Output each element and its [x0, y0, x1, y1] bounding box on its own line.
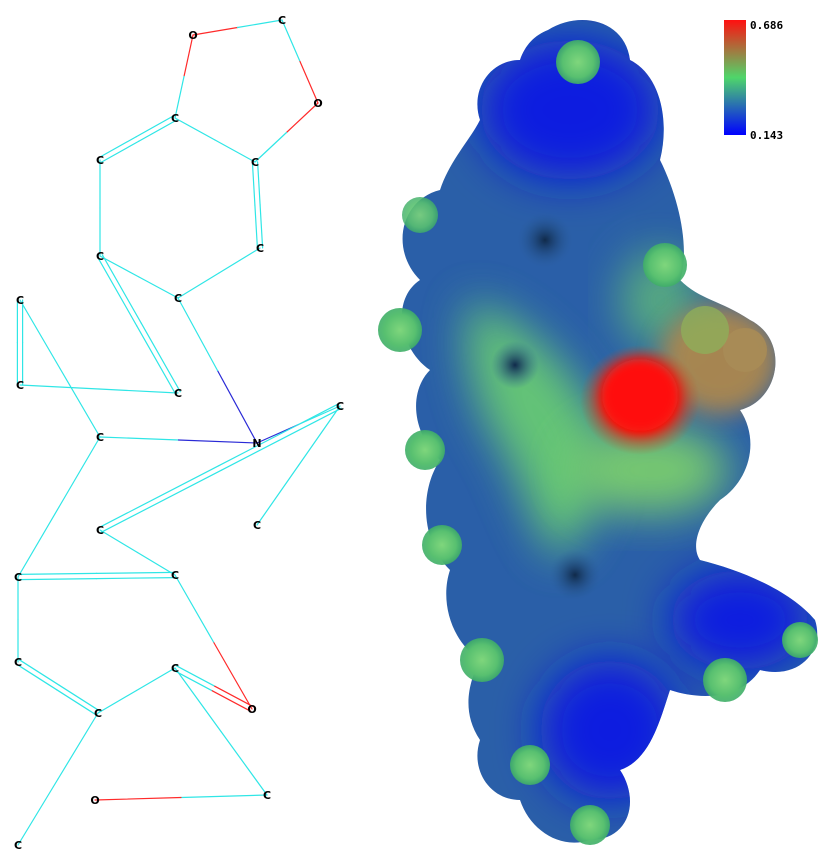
color-scale-bar	[724, 20, 746, 135]
atom-label-c: C	[251, 156, 259, 169]
atom-label-o: O	[313, 97, 322, 110]
bond	[174, 574, 253, 710]
bond	[97, 667, 176, 714]
atom-label-c: C	[336, 400, 344, 413]
bond	[192, 19, 283, 36]
bond	[99, 529, 176, 576]
atom-label-c: C	[14, 656, 22, 669]
bond	[254, 102, 319, 163]
bond	[17, 712, 99, 846]
bond	[251, 161, 264, 249]
bond	[98, 403, 342, 533]
bond	[17, 436, 101, 578]
bond-layer	[16, 19, 342, 846]
atom-label-layer: O C O C C C C C C C C C C N C C C C C C C C O C O C	[14, 14, 344, 852]
molecular-structure-diagram: O C O C C C C C C C C C C N C C C C C C C C O C O C	[14, 14, 344, 852]
atom-label-c: C	[96, 154, 104, 167]
atom-label-c: C	[256, 242, 264, 255]
bond	[19, 299, 101, 438]
atom-label-c: C	[94, 707, 102, 720]
bond	[173, 665, 254, 712]
atom-label-o: O	[90, 794, 99, 807]
bond	[99, 436, 258, 444]
atom-label-o: O	[188, 29, 197, 42]
atom-label-n: N	[252, 437, 261, 450]
atom-label-c: C	[96, 431, 104, 444]
atom-label-o: O	[247, 703, 256, 716]
bond	[177, 297, 258, 444]
atom-label-c: C	[263, 789, 271, 802]
atom-label-c: C	[14, 571, 22, 584]
atom-label-c: C	[14, 839, 22, 852]
atom-label-c: C	[171, 569, 179, 582]
atom-label-c: C	[278, 14, 286, 27]
atom-label-c: C	[253, 519, 261, 532]
bond	[174, 34, 194, 119]
atom-label-c: C	[174, 387, 182, 400]
atom-label-c: C	[16, 379, 24, 392]
legend-min-label: 0.143	[750, 129, 783, 142]
color-scale-legend: 0.686 0.143	[724, 19, 783, 142]
bond	[16, 299, 24, 386]
bond	[94, 794, 268, 801]
bond	[17, 571, 176, 581]
atom-label-c: C	[174, 292, 182, 305]
bond	[281, 19, 319, 104]
bond	[256, 405, 341, 526]
bond	[19, 384, 179, 394]
bond	[99, 255, 179, 299]
legend-max-label: 0.686	[750, 19, 783, 32]
bond	[97, 254, 181, 395]
atom-label-c: C	[96, 524, 104, 537]
atom-label-c: C	[171, 112, 179, 125]
electrostatic-surface	[378, 20, 818, 845]
bond	[98, 115, 177, 163]
bond	[16, 659, 100, 716]
bond	[174, 667, 268, 796]
atom-label-c: C	[96, 250, 104, 263]
atom-label-c: C	[171, 662, 179, 675]
bond	[177, 247, 261, 299]
bond	[174, 117, 256, 163]
atom-label-c: C	[16, 294, 24, 307]
